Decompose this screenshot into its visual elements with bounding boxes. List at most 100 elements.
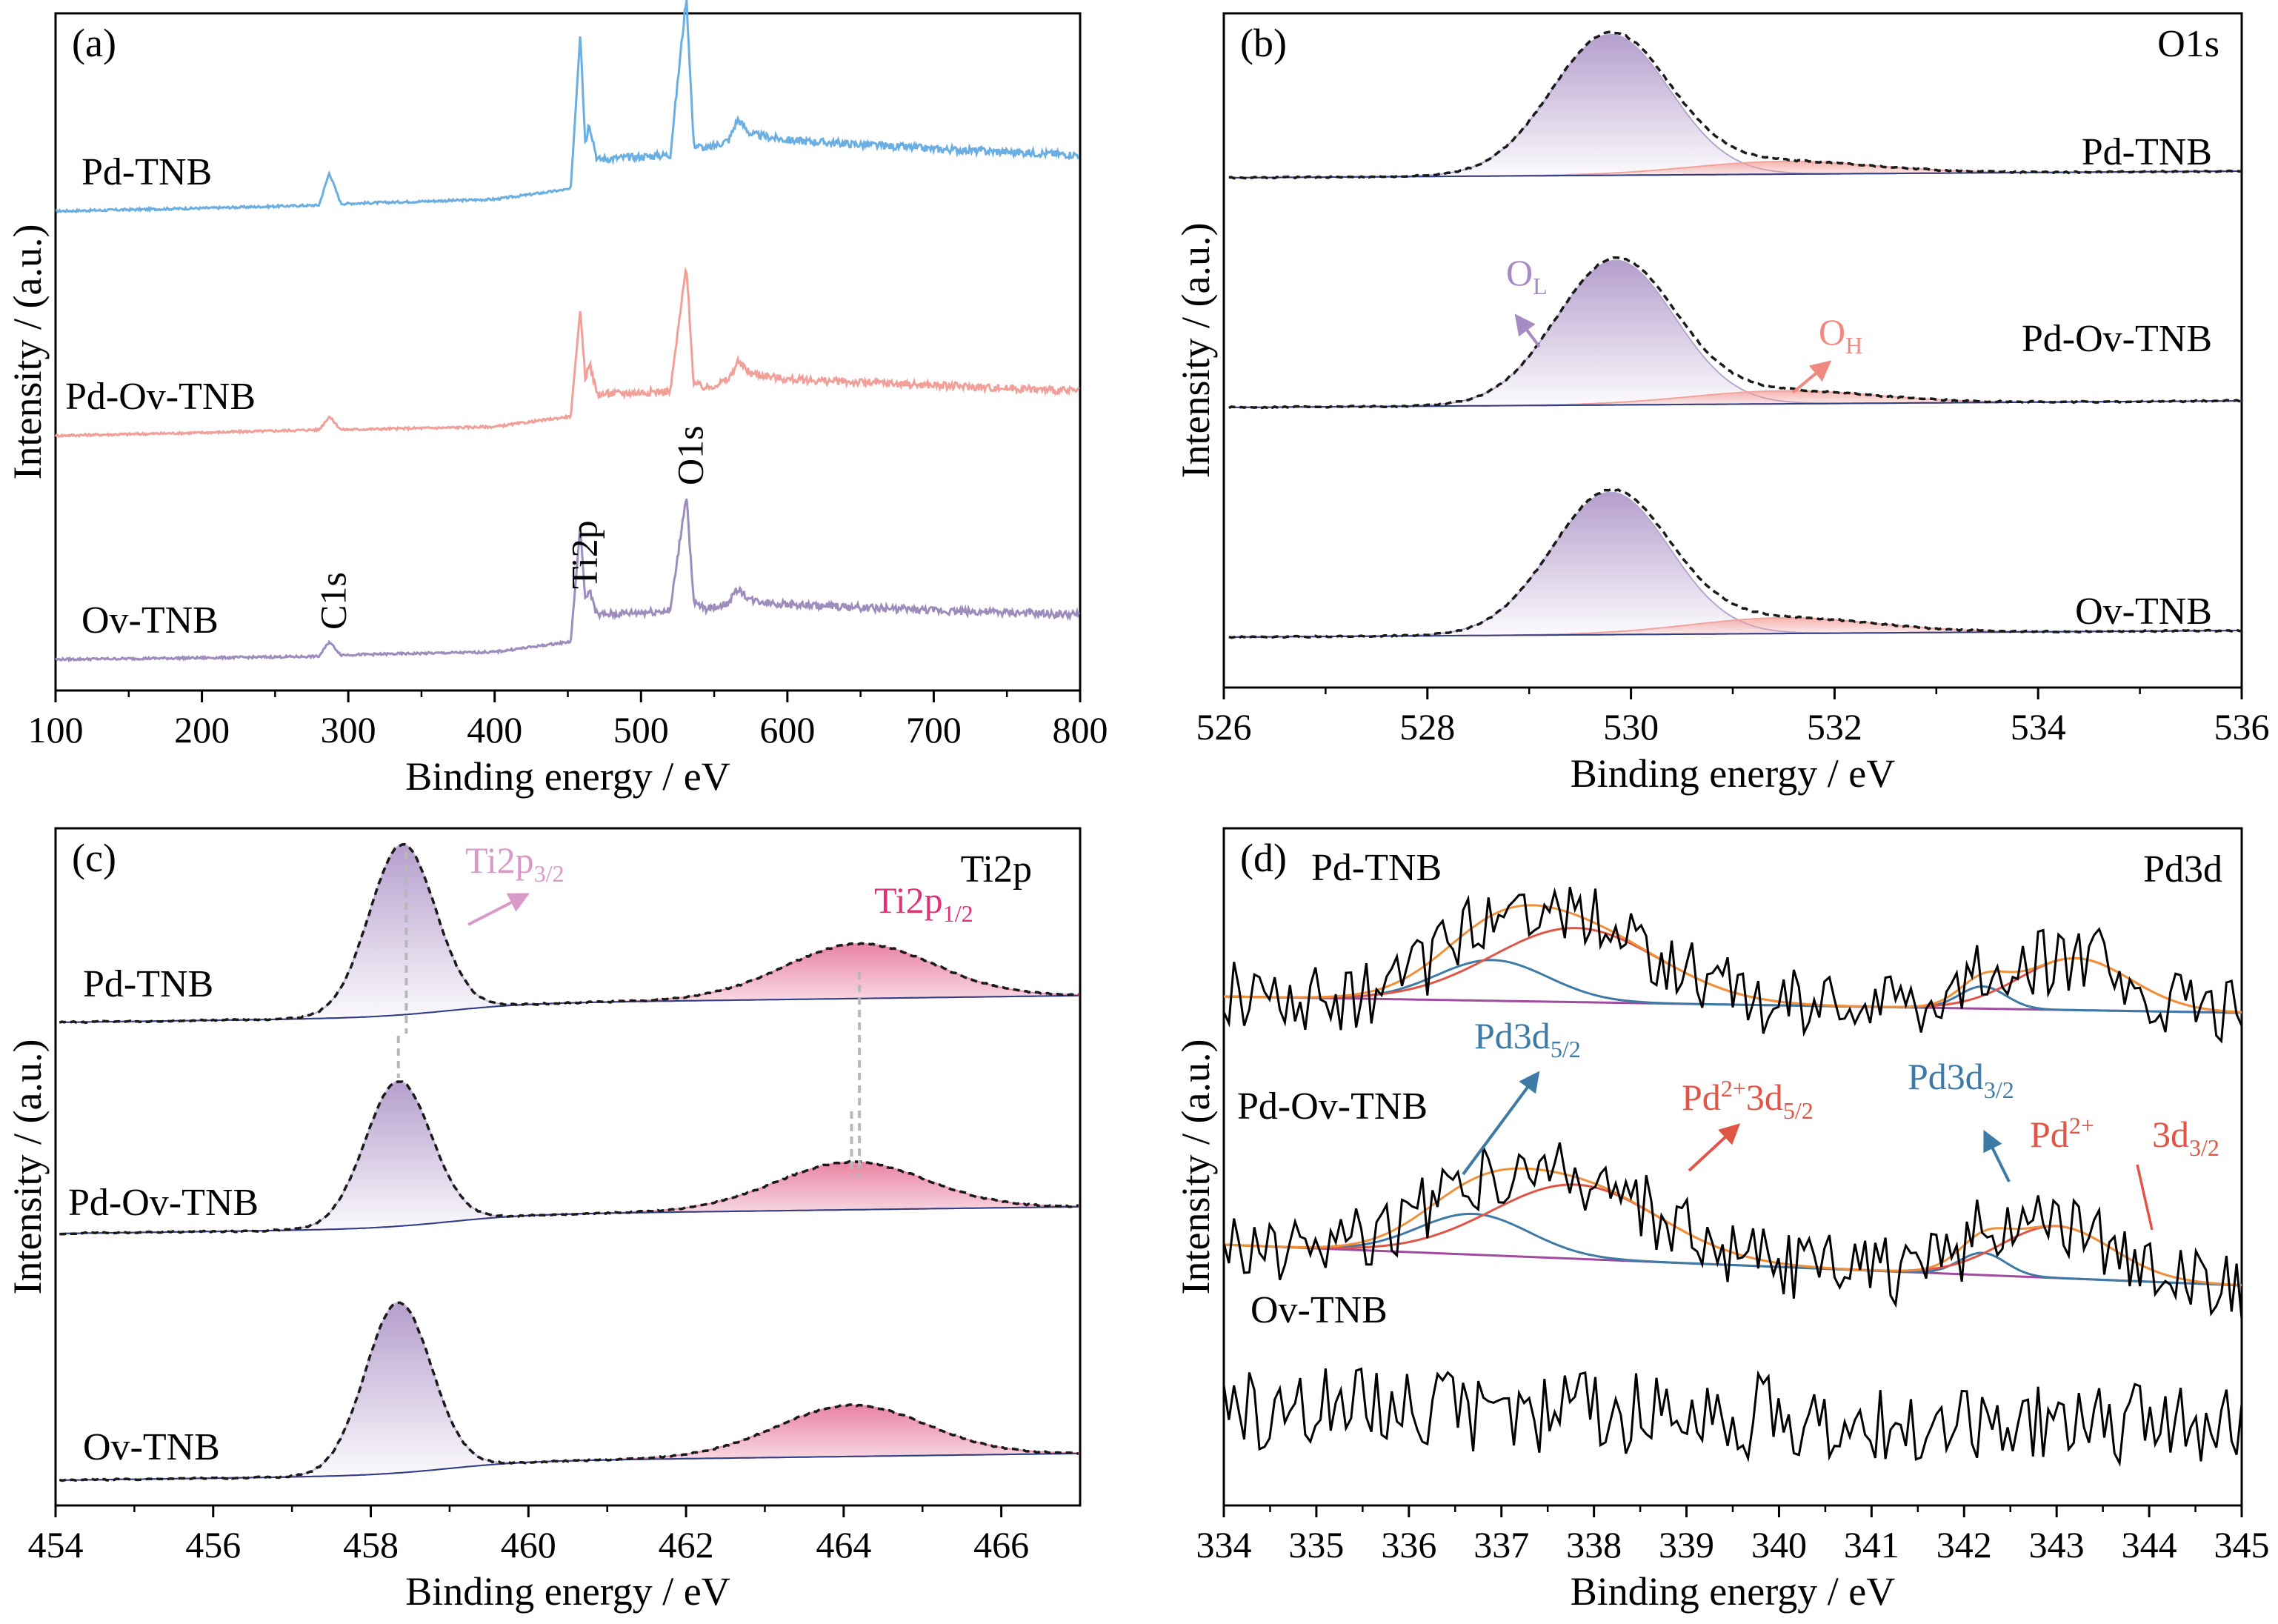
panel-d-xtick-label: 339 [1659,1524,1714,1565]
panel-c-p32-arrow [467,893,530,926]
panel-d-raw-line [1222,1142,2243,1320]
panel-c-xtick-label: 460 [501,1524,556,1565]
panel-d-pd2-32-label-a: Pd2+ [2030,1112,2094,1155]
panel-d-pd2-52-label: Pd2+3d5/2 [1682,1075,1814,1124]
panel-d-corner-label: Pd3d [2143,848,2222,891]
panel-d-xtick-label: 338 [1566,1524,1622,1565]
panel-a-series-label: Ov-TNB [81,599,219,642]
panel-b-xtick-label: 534 [2011,706,2066,748]
panel-b-yaxis-title: Intensity / (a.u.) [1173,223,1218,479]
panel-c-xaxis-title: Binding energy / eV [405,1569,730,1614]
panel-b-xtick-label: 526 [1196,706,1252,748]
panel-c-xtick-label: 466 [973,1524,1029,1565]
panel-a-series-line [55,498,1080,663]
panel-a-series-line [54,266,1080,439]
panel-c-ti2p: 454 456 458 460 462 464 466 Binding energy / eV… [5,827,1082,1614]
panel-c-xtick-label: 462 [659,1524,714,1565]
panel-c-yaxis-title: Intensity / (a.u.) [5,1039,50,1295]
panel-b-ol-arrow [1514,313,1541,348]
panel-c-xtick-label: 456 [185,1524,241,1565]
panel-a-survey: 100 200 300 400 500 600 700 800 Binding energy /… [5,0,1108,799]
panel-b-baseline [1228,630,2242,638]
panel-a-xtick-label: 600 [759,709,815,751]
panel-b-xtick-label: 530 [1603,706,1659,748]
panel-c-baseline [59,1205,1079,1234]
panel-b-oh-label: OH [1819,311,1862,359]
panel-a-xtick-label: 800 [1053,709,1108,751]
panel-a-xtick-label: 300 [321,709,376,751]
panel-b-envelope [1228,487,2242,639]
panel-d-series-label: Pd-Ov-TNB [1237,1085,1428,1128]
panel-d-pd0-fit [1223,1212,2242,1287]
panel-a-peak-label: Ti2p [563,520,605,589]
panel-b-panel-label: (b) [1240,21,1287,65]
panel-b-ol-label: OL [1506,252,1548,299]
panel-d-pd0-32-arrow [1983,1129,2011,1182]
panel-a-xtick-label: 100 [28,709,84,751]
panel-a-series-label: Pd-Ov-TNB [65,376,256,418]
panel-a-yaxis-title: Intensity / (a.u.) [5,224,50,480]
panel-d-pd0-52-arrow [1462,1071,1540,1176]
panel-a-peak-label: O1s [670,425,711,485]
panel-d-panel-label: (d) [1240,836,1287,880]
panel-c-corner-label: Ti2p [961,848,1032,891]
panel-c-xtick-label: 464 [816,1524,871,1565]
panel-b-xtick-label: 528 [1399,706,1455,748]
panel-b-xaxis-title: Binding energy / eV [1571,751,1895,796]
panel-d-pd2-32-leader [2136,1164,2154,1231]
panel-c-series-label: Ov-TNB [83,1426,220,1468]
panel-c-xtick-label: 458 [343,1524,399,1565]
panel-a-xtick-label: 400 [467,709,522,751]
panel-d-xtick-label: 334 [1196,1524,1252,1565]
panel-d-xtick-label: 337 [1473,1524,1529,1565]
panel-a-xaxis-title: Binding energy / eV [405,754,730,799]
panel-a-xtick-label: 700 [906,709,962,751]
panel-c-baseline [59,1452,1079,1481]
panel-b-series-label: Pd-Ov-TNB [2022,318,2212,360]
panel-c-envelope [59,842,1079,1025]
panel-c-xtick-label: 454 [28,1524,84,1565]
panel-d-xtick-label: 343 [2029,1524,2085,1565]
panel-b-series-label: Ov-TNB [2075,590,2212,633]
panel-b-oh-fill [1228,390,2242,408]
panel-d-xtick-label: 340 [1751,1524,1807,1565]
panel-b-o1s: 526 528 530 532 534 536 Binding energy / eV Int… [1173,12,2270,796]
panel-b-oh-arrow [1791,360,1832,394]
panel-b-series-label: Pd-TNB [2082,131,2212,173]
panel-a-panel-label: (a) [72,21,116,65]
panel-c-series-label: Pd-Ov-TNB [68,1182,259,1224]
panel-d-pd3d: 334 335 336 337 338 339 340 341 342 343 344 345 Bind… [1173,827,2270,1614]
panel-d-xtick-label: 344 [2122,1524,2177,1565]
panel-d-xtick-label: 335 [1288,1524,1344,1565]
panel-d-plot-frame [1222,827,2243,1507]
panel-a-xtick-label: 200 [174,709,230,751]
panel-c-p32-label: Ti2p3/2 [465,839,564,887]
panel-d-pd0-52-label: Pd3d5/2 [1474,1015,1581,1062]
panel-d-series-label: Ov-TNB [1250,1289,1388,1331]
panel-d-series-label: Pd-TNB [1311,847,1442,889]
panel-c-plot-frame [54,827,1082,1507]
panel-b-envelope [1228,256,2242,410]
panel-b-corner-label: O1s [2157,23,2219,65]
panel-a-series-label: Pd-TNB [81,151,212,193]
panel-d-xtick-label: 341 [1844,1524,1899,1565]
panel-d-pd2-52-arrow [1688,1123,1741,1172]
panel-b-xtick-label: 532 [1807,706,1862,748]
panel-c-panel-label: (c) [72,836,116,880]
panel-b-envelope [1228,30,2242,180]
panel-c-series-label: Pd-TNB [83,963,213,1005]
panel-c-envelope [59,1080,1079,1236]
panel-a-series-line [55,0,1080,214]
panel-b-xtick-label: 536 [2214,706,2270,748]
panel-b-baseline [1228,170,2242,179]
panel-d-xaxis-title: Binding energy / eV [1571,1569,1895,1614]
panel-d-xtick-label: 336 [1381,1524,1436,1565]
panel-d-xtick-label: 345 [2214,1524,2270,1565]
panel-d-pd2-32-label-b: 3d3/2 [2152,1114,2219,1161]
panel-c-p12-label: Ti2p1/2 [874,879,973,927]
panel-a-peak-label: C1s [312,572,353,630]
panel-d-raw-line [1222,1367,2243,1468]
panel-d-xtick-label: 342 [1936,1524,1992,1565]
panel-d-yaxis-title: Intensity / (a.u.) [1173,1039,1218,1295]
